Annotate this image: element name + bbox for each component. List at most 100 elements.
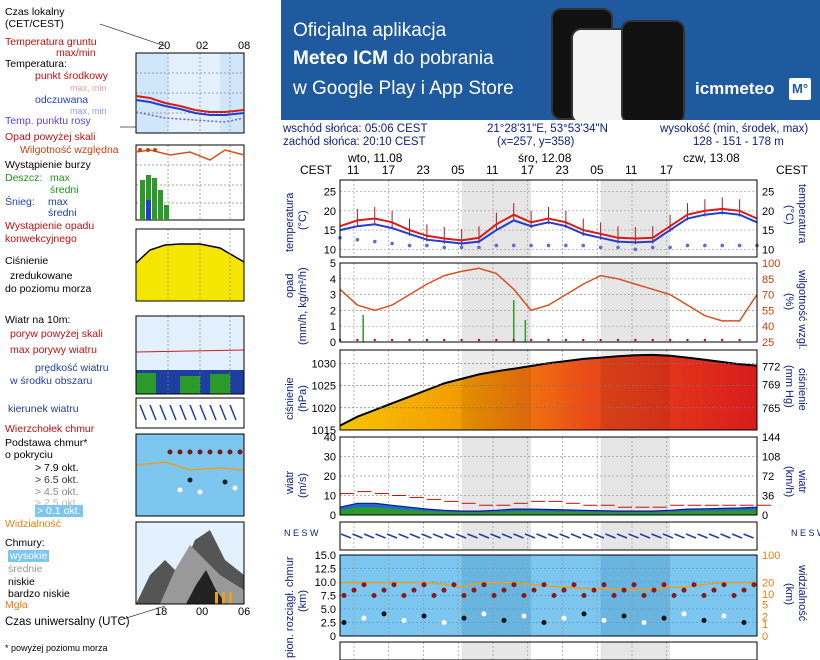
hour-label-4: 11	[486, 163, 499, 177]
pressure-ytick-2: 1025	[312, 381, 336, 393]
pressure-night-0	[461, 350, 532, 430]
app-banner[interactable]: Oficjalna aplikacja Meteo ICM do pobrani…	[281, 0, 820, 120]
dew-point-20	[685, 243, 690, 248]
wind-ytick-3: 30	[324, 452, 336, 464]
wind-arrow-1	[352, 533, 363, 539]
convective-dot-18	[443, 338, 446, 342]
precip-ytick-5: 5	[330, 258, 336, 270]
wind-arrow-33	[720, 533, 731, 539]
dew-point-18	[650, 245, 655, 250]
convective-dot-3	[356, 338, 359, 342]
wind-arrow-6	[409, 533, 421, 539]
cloud-base-22	[561, 615, 567, 621]
panel-frame-cloud	[339, 554, 758, 637]
wind-arrow-14	[501, 533, 513, 539]
cloud-base-16	[501, 617, 507, 623]
pressure-mmhg-tick-2: 772	[762, 362, 780, 374]
humidity-ytick-2: 55	[762, 305, 774, 317]
panel-frame-winddir	[339, 521, 758, 551]
label-wilg-unit: (%)	[783, 293, 795, 311]
wind-arrow-20	[570, 533, 582, 539]
label-chmury-unit: (km)	[297, 590, 309, 612]
sunrise-text: wschód słońca: 05:06 CEST	[283, 123, 428, 135]
label-wiatr: wiatr	[284, 470, 296, 494]
precip-ytick-0: 0	[330, 337, 336, 349]
wind-arrow-8	[432, 533, 444, 539]
cloud-top-18	[521, 593, 527, 598]
label-dir-left: N E S W	[284, 528, 319, 538]
hour-label-1: 17	[381, 163, 396, 177]
wind-kmh-tick-1: 36	[762, 491, 774, 503]
wind-arrow-25	[628, 533, 639, 539]
cloud-top-0	[341, 593, 347, 598]
convective-dot-33	[529, 338, 533, 342]
dew-point-23	[737, 243, 742, 248]
label-opad: opad	[284, 273, 296, 298]
cloud-top-1	[351, 587, 357, 593]
wind-arrow-27	[651, 533, 662, 539]
legend-footnote: * powyżej poziomu morza	[5, 643, 108, 653]
dew-point-17	[633, 247, 638, 252]
night-band-precip-0	[461, 263, 532, 342]
night-band-cloud-1	[600, 555, 671, 636]
panel-bg-precip	[340, 263, 757, 342]
wind-speed-line	[339, 502, 758, 512]
legend-max-2: max	[48, 196, 68, 208]
dew-point-11	[529, 243, 533, 248]
legend-cet-cest: (CET/CEST)	[5, 18, 64, 30]
legend-podstawa: Podstawa chmur*	[5, 437, 88, 449]
height-values: 128 - 151 - 178 m	[693, 136, 784, 148]
cloud-ytick-5: 12.5	[315, 564, 336, 576]
wind-arrow-18	[547, 533, 559, 539]
cloud-ytick-0: 0	[330, 631, 336, 643]
wind-arrow-34	[731, 533, 743, 539]
label-cis-unit-l: (hPa)	[297, 385, 309, 412]
convective-dot-42	[582, 338, 585, 342]
cloud-base-0	[341, 620, 347, 625]
cloud-ytick-6: 15.0	[315, 550, 336, 562]
legend-max-min-3: max, min	[70, 106, 107, 116]
wind-kmh-tick-4: 144	[762, 432, 780, 444]
cloud-top-13	[471, 587, 477, 593]
legend-predkosc: prędkość wiatru	[35, 362, 109, 374]
cloud-top-36	[701, 593, 707, 598]
wind-arrow-9	[444, 533, 455, 539]
cest-left: CEST	[300, 163, 333, 177]
cloud-top-27	[611, 593, 617, 598]
dew-point-19	[668, 245, 672, 250]
cest-right: CEST	[776, 163, 809, 177]
hour-label-3: 05	[451, 163, 465, 177]
pressure-mmhg-tick-0: 765	[762, 403, 780, 415]
visibility-tick-0: 0	[762, 631, 768, 643]
label-cis-unit-r: (mm Hg)	[783, 365, 795, 408]
convective-dot-57	[668, 338, 672, 342]
cloud-ytick-3: 7.5	[321, 591, 336, 603]
wind-arrow-23	[605, 533, 616, 539]
banner-line-3: w Google Play i App Store	[293, 78, 514, 99]
hour-label-9: 17	[659, 163, 674, 177]
cloud-base-32	[661, 615, 667, 621]
visibility-tick-4: 10	[762, 589, 774, 601]
legend-wysokie: wysokie	[8, 550, 50, 562]
wind-arrow-17	[536, 533, 547, 539]
cloud-base-26	[601, 617, 607, 623]
pressure-ytick-1: 1020	[312, 403, 336, 415]
visibility-line	[340, 581, 757, 591]
wind-arrow-30	[685, 533, 697, 539]
cloud-top-19	[531, 587, 537, 593]
cloud-top-25	[591, 587, 597, 593]
wind-ytick-4: 40	[324, 432, 336, 444]
pressure-ytick-0: 1015	[312, 425, 336, 437]
legend-mgla: Mgła	[5, 599, 28, 611]
label-widz: widzialność	[796, 565, 808, 622]
legend-burza: Wystąpienie burzy	[5, 159, 91, 171]
convective-dot-15	[425, 338, 429, 342]
legend-wierzcholek: Wierzchołek chmur	[5, 423, 95, 435]
temp-series-1	[339, 211, 758, 245]
meteo-badge: M°	[789, 78, 811, 100]
precip-ytick-4: 4	[330, 274, 336, 286]
convective-dot-21	[460, 338, 463, 342]
label-wiatr-unit-l: (m/s)	[297, 472, 309, 498]
wind-speed-inner	[340, 507, 757, 515]
convective-dot-66	[721, 338, 724, 342]
